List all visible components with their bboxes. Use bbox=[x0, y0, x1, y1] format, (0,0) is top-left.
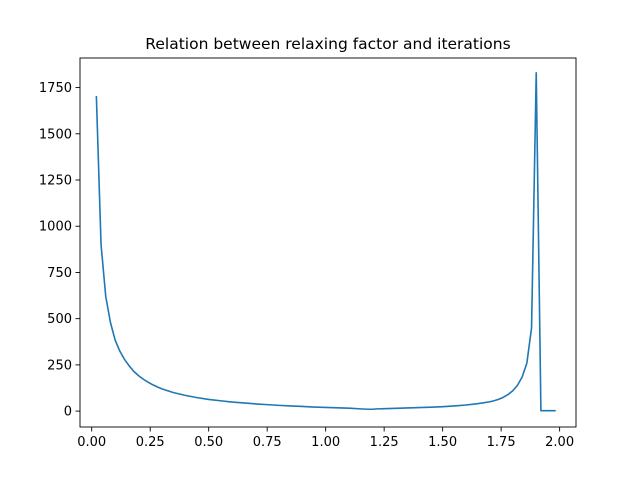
x-tick-label: 0.00 bbox=[77, 435, 106, 450]
x-tick-label: 0.75 bbox=[253, 435, 282, 450]
y-tick-label: 1750 bbox=[39, 81, 72, 96]
x-tick-label: 2.00 bbox=[545, 435, 574, 450]
y-tick-label: 750 bbox=[47, 266, 72, 281]
y-tick-label: 0 bbox=[64, 405, 72, 420]
y-tick-label: 250 bbox=[47, 358, 72, 373]
axes: 0.00 0.25 0.50 0.75 1.00 1.25 1.50 1.75 2.00 0 250… bbox=[39, 57, 577, 450]
x-tick-label: 1.75 bbox=[487, 435, 516, 450]
x-tick-label: 1.00 bbox=[311, 435, 340, 450]
y-tick-label: 500 bbox=[47, 312, 72, 327]
chart-title: Relation between relaxing factor and ite… bbox=[145, 35, 510, 53]
x-tick-label: 0.50 bbox=[194, 435, 223, 450]
y-tick-label: 1250 bbox=[39, 174, 72, 189]
series-line-0 bbox=[95, 71, 556, 412]
y-tick-label: 1500 bbox=[39, 127, 72, 142]
y-tick-label: 1000 bbox=[39, 220, 72, 235]
axes-frame bbox=[79, 57, 577, 428]
x-tick-label: 1.50 bbox=[428, 435, 457, 450]
x-tick-label: 1.25 bbox=[370, 435, 399, 450]
plot-area bbox=[95, 71, 556, 412]
x-tick-label: 0.25 bbox=[136, 435, 165, 450]
